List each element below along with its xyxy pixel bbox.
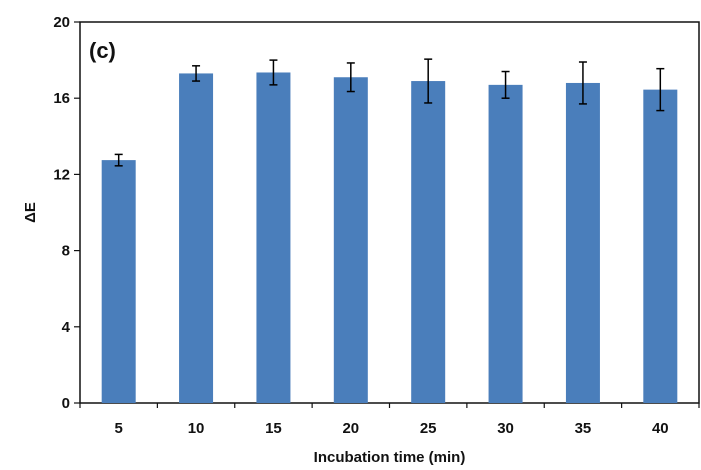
x-tick-label-20: 20 bbox=[342, 420, 359, 437]
y-tick-label-12: 12 bbox=[53, 166, 70, 183]
x-tick-label-35: 35 bbox=[575, 420, 592, 437]
bar-10 bbox=[179, 73, 214, 403]
y-tick-label-8: 8 bbox=[62, 243, 70, 260]
error-bars-layer bbox=[114, 58, 665, 167]
bars-layer bbox=[101, 72, 678, 404]
bar-15 bbox=[256, 72, 291, 404]
plot-frame bbox=[79, 21, 700, 404]
bar-20 bbox=[333, 77, 368, 404]
y-axis: 0 4 8 12 16 20 bbox=[53, 14, 80, 412]
y-tick-label-4: 4 bbox=[62, 319, 71, 336]
bar-35 bbox=[565, 82, 600, 404]
y-axis-title: ΔE bbox=[22, 202, 39, 223]
x-tick-label-25: 25 bbox=[420, 420, 437, 437]
bar-25 bbox=[411, 81, 446, 404]
x-tick-label-5: 5 bbox=[115, 420, 123, 437]
x-tick-label-10: 10 bbox=[188, 420, 205, 437]
y-tick-label-0: 0 bbox=[62, 395, 70, 412]
x-axis-title: Incubation time (min) bbox=[314, 449, 466, 466]
bar-40 bbox=[643, 89, 678, 403]
x-axis: 5 10 15 20 25 30 35 40 bbox=[79, 403, 700, 437]
y-tick-label-20: 20 bbox=[53, 14, 70, 31]
panel-label: (c) bbox=[89, 38, 116, 63]
x-tick-label-15: 15 bbox=[265, 420, 282, 437]
x-tick-label-30: 30 bbox=[497, 420, 514, 437]
bar-5 bbox=[101, 160, 136, 403]
x-tick-label-40: 40 bbox=[652, 420, 669, 437]
y-tick-label-16: 16 bbox=[53, 90, 70, 107]
plot-area: 0 4 8 12 16 20 5 10 15 20 25 30 35 40 bbox=[53, 14, 700, 437]
bar-30 bbox=[488, 84, 523, 404]
